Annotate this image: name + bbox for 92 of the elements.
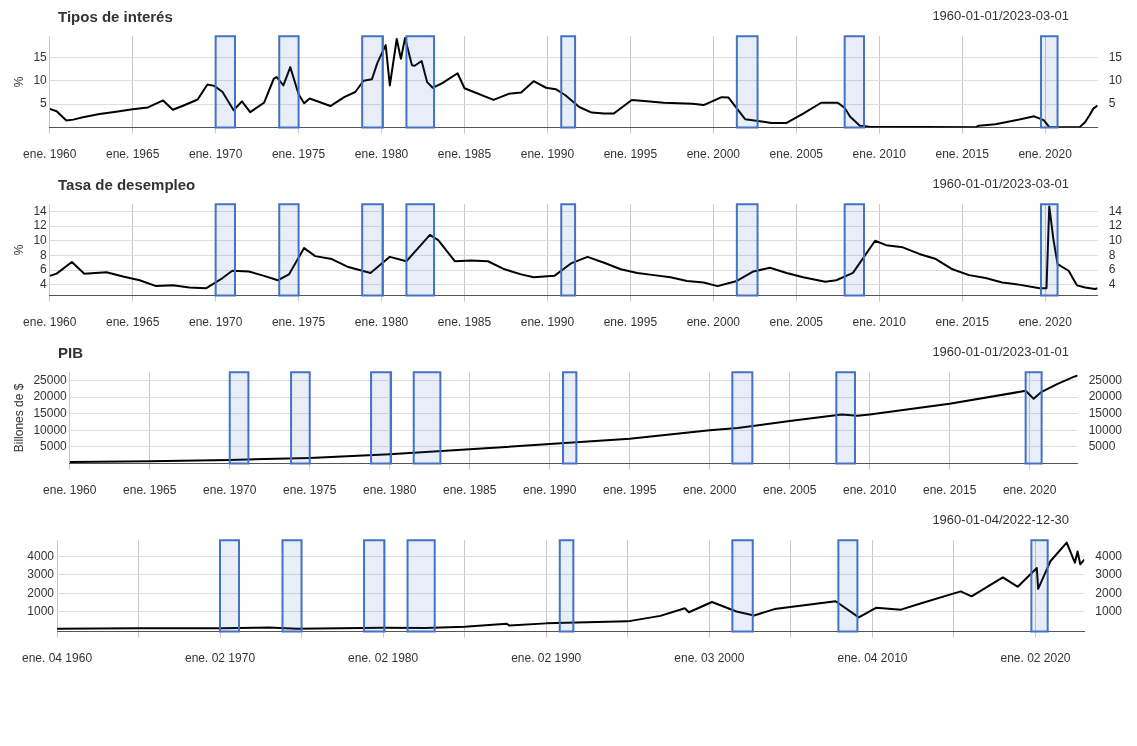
x-tick-label: ene. 1980 — [354, 315, 409, 330]
x-tick-label: ene. 02 1980 — [348, 651, 419, 666]
x-tick-label: ene. 1975 — [283, 483, 337, 498]
x-tick-label: ene. 1980 — [363, 483, 417, 498]
y-tick-label: 5 — [40, 96, 48, 111]
y-tick-label: 10000 — [33, 422, 68, 437]
x-tick-label: ene. 2020 — [1018, 315, 1073, 330]
x-tick-label: ene. 1970 — [188, 147, 243, 162]
y-tick-label: 20000 — [33, 389, 68, 404]
x-tick-label: ene. 1960 — [23, 147, 77, 162]
x-tick-label: ene. 2000 — [686, 315, 741, 330]
y-tick-label: 3000 — [27, 567, 55, 582]
y2-tick-label: 4 — [1108, 276, 1116, 291]
y2-tick-label: 15000 — [1088, 406, 1123, 421]
x-tick-label: ene. 1965 — [106, 147, 160, 162]
y2-tick-label: 4000 — [1095, 548, 1123, 563]
y-tick-label: 2000 — [27, 585, 55, 600]
y2-tick-label: 25000 — [1088, 372, 1123, 387]
x-tick-label: ene. 2015 — [922, 483, 977, 498]
x-tick-label: ene. 04 1960 — [21, 651, 93, 666]
y-tick-label: 6 — [40, 262, 48, 277]
y2-tick-label: 5000 — [1088, 439, 1116, 454]
x-tick-label: ene. 2010 — [842, 483, 897, 498]
y2-tick-label: 5 — [1108, 96, 1116, 111]
y2-tick-label: 1000 — [1095, 603, 1123, 618]
x-tick-label: ene. 1965 — [123, 483, 177, 498]
y2-tick-label: 20000 — [1088, 389, 1123, 404]
y2-tick-label: 2000 — [1095, 585, 1123, 600]
x-tick-label: ene. 2020 — [1018, 147, 1073, 162]
x-tick-label: ene. 1960 — [23, 315, 77, 330]
y2-tick-label: 10 — [1108, 233, 1123, 248]
y-tick-label: 10 — [33, 73, 48, 88]
y-tick-label: 14 — [33, 203, 48, 218]
x-tick-label: ene. 04 2010 — [837, 651, 908, 666]
y2-tick-label: 14 — [1108, 203, 1123, 218]
y-axis-title: % — [11, 244, 26, 256]
y2-tick-label: 10 — [1108, 73, 1123, 88]
chart-subtitle: 1960-01-01/2023-01-01 — [932, 344, 1069, 361]
chart-subtitle: 1960-01-04/2022-12-30 — [932, 512, 1069, 529]
x-tick-label: ene. 1965 — [106, 315, 160, 330]
y-tick-label: 1000 — [27, 603, 55, 618]
chart-title: Tipos de interés — [58, 8, 173, 26]
x-tick-label: ene. 1975 — [271, 315, 326, 330]
y-tick-label: 5000 — [40, 439, 68, 454]
x-tick-label: ene. 2015 — [935, 315, 990, 330]
x-tick-label: ene. 1970 — [188, 315, 243, 330]
x-tick-label: ene. 1995 — [603, 147, 658, 162]
y-tick-label: 15000 — [33, 406, 68, 421]
y-tick-label: 8 — [40, 247, 48, 262]
y2-tick-label: 15 — [1108, 49, 1123, 64]
x-tick-label: ene. 2015 — [935, 147, 990, 162]
y-axis-title: % — [11, 76, 26, 88]
chart-subtitle: 1960-01-01/2023-03-01 — [932, 176, 1069, 193]
x-tick-label: ene. 1995 — [603, 483, 657, 498]
y-axis-title: Billones de $ — [11, 383, 26, 453]
y-tick-label: 10 — [33, 233, 48, 248]
y2-tick-label: 6 — [1108, 262, 1116, 277]
x-tick-label: ene. 2010 — [852, 147, 907, 162]
x-tick-label: ene. 1990 — [523, 483, 577, 498]
x-tick-label: ene. 1975 — [271, 147, 326, 162]
chart-title: Tasa de desempleo — [58, 176, 196, 194]
x-tick-label: ene. 2000 — [686, 147, 741, 162]
x-tick-label: ene. 03 2000 — [674, 651, 745, 666]
x-tick-label: ene. 2005 — [769, 147, 824, 162]
y-tick-label: 25000 — [33, 372, 68, 387]
x-tick-label: ene. 2010 — [852, 315, 907, 330]
x-tick-label: ene. 1970 — [203, 483, 257, 498]
x-tick-label: ene. 1980 — [354, 147, 409, 162]
x-tick-label: ene. 2020 — [1002, 483, 1057, 498]
chart-subtitle: 1960-01-01/2023-03-01 — [932, 8, 1069, 25]
x-tick-label: ene. 2000 — [682, 483, 737, 498]
x-tick-label: ene. 02 1970 — [185, 651, 256, 666]
y2-tick-label: 8 — [1108, 247, 1116, 262]
y-tick-label: 15 — [33, 49, 48, 64]
x-tick-label: ene. 1960 — [43, 483, 97, 498]
x-tick-label: ene. 1985 — [443, 483, 497, 498]
y-tick-label: 4000 — [27, 548, 55, 563]
x-tick-label: ene. 2005 — [769, 315, 824, 330]
x-tick-label: ene. 1990 — [520, 147, 575, 162]
x-tick-label: ene. 2005 — [762, 483, 817, 498]
x-tick-label: ene. 02 1990 — [511, 651, 582, 666]
y2-tick-label: 10000 — [1088, 422, 1123, 437]
y2-tick-label: 12 — [1108, 218, 1123, 233]
y2-tick-label: 3000 — [1095, 567, 1123, 582]
y-tick-label: 12 — [33, 218, 48, 233]
x-tick-label: ene. 1985 — [437, 147, 492, 162]
chart-title: PIB — [58, 344, 84, 362]
x-tick-label: ene. 1990 — [520, 315, 575, 330]
x-tick-label: ene. 1995 — [603, 315, 658, 330]
y-tick-label: 4 — [40, 276, 48, 291]
x-tick-label: ene. 1985 — [437, 315, 492, 330]
x-tick-label: ene. 02 2020 — [1000, 651, 1071, 666]
